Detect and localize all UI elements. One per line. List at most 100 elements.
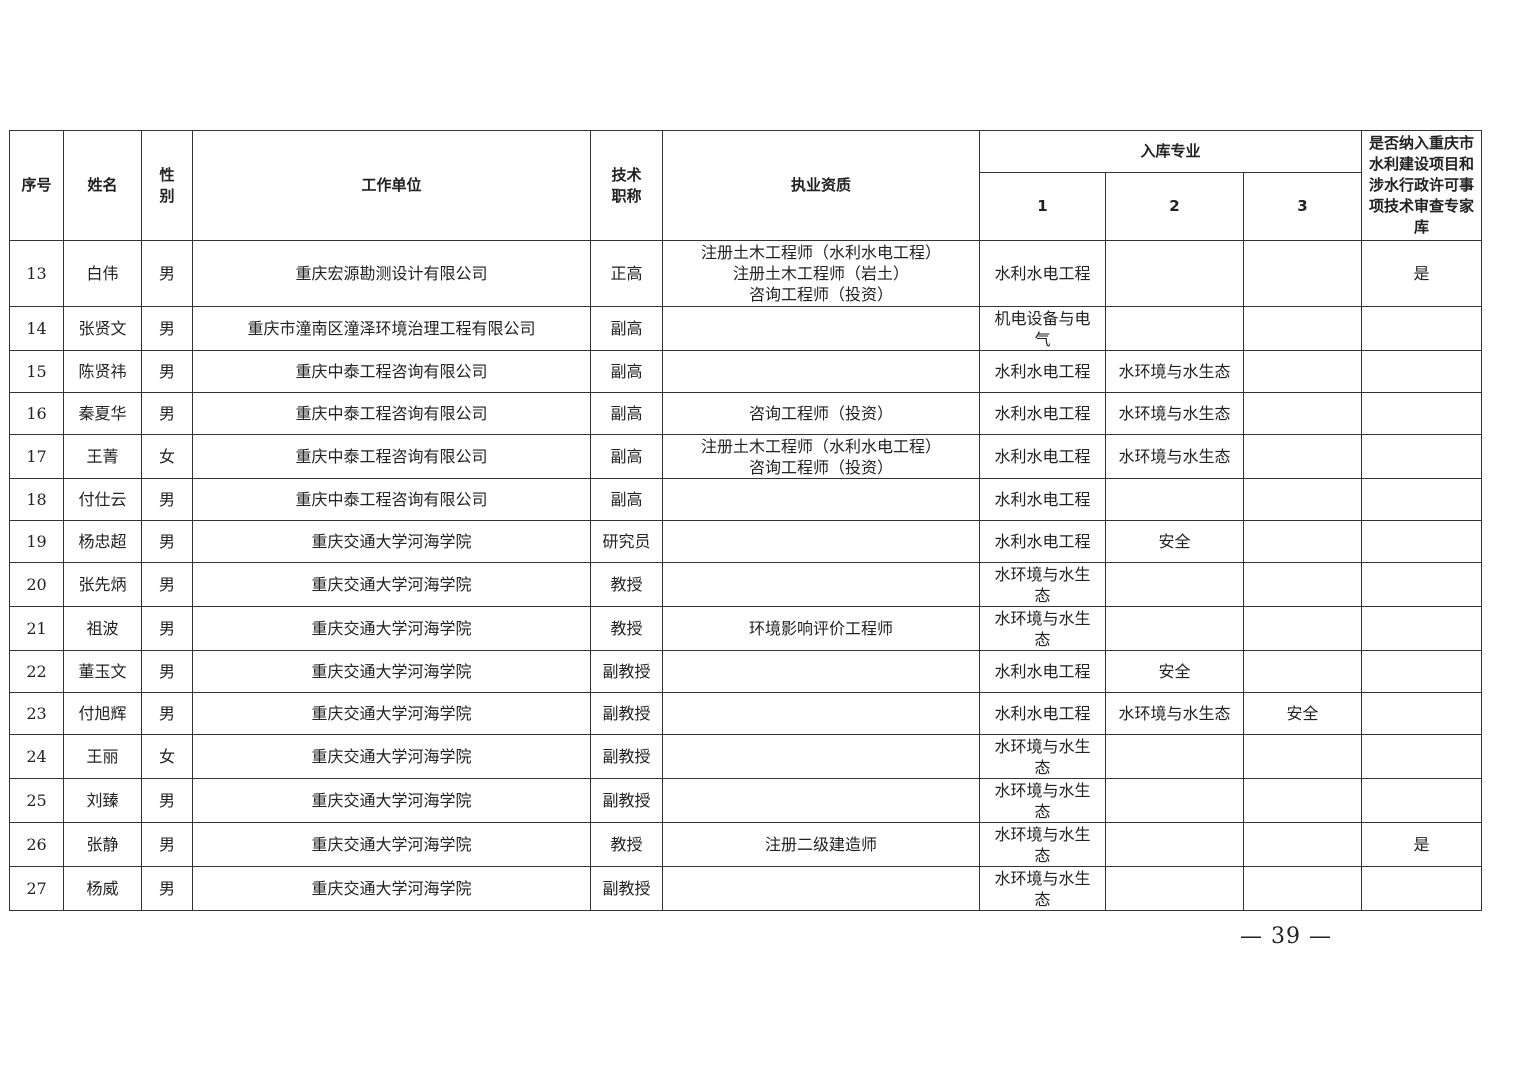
table-row: 20 张先炳男重庆交通大学河海学院 教授 水环境与水生态 xyxy=(9,562,1483,607)
table-row: 13 白伟男重庆宏源勘测设计有限公司 正高 注册土木工程师（水利水电工程） 注册土木工… xyxy=(9,240,1483,307)
cell-title: 副教授 xyxy=(590,734,663,779)
cell-specialty-1: 水利水电工程 xyxy=(979,520,1106,563)
cell-specialty-2: 水环境与水生态 xyxy=(1105,434,1244,479)
cell-qualification: 注册土木工程师（水利水电工程） 咨询工程师（投资） xyxy=(662,434,980,479)
cell-title: 教授 xyxy=(590,822,663,867)
cell-gender: 男 xyxy=(141,520,193,563)
cell-title: 副高 xyxy=(590,392,663,435)
table-row: 18 付仕云男重庆中泰工程咨询有限公司 副高 水利水电工程 xyxy=(9,478,1483,521)
cell-title: 副高 xyxy=(590,350,663,393)
cell-qualification xyxy=(662,562,980,607)
header-specialty-1: 1 xyxy=(979,172,1106,241)
cell-unit: 重庆中泰工程咨询有限公司 xyxy=(192,434,591,479)
cell-gender: 男 xyxy=(141,650,193,693)
cell-included xyxy=(1361,434,1483,479)
cell-qualification: 注册土木工程师（水利水电工程） 注册土木工程师（岩土） 咨询工程师（投资） xyxy=(662,240,980,307)
cell-no: 25 xyxy=(9,778,64,823)
cell-title: 研究员 xyxy=(590,520,663,563)
cell-specialty-1: 水利水电工程 xyxy=(979,650,1106,693)
cell-qualification: 环境影响评价工程师 xyxy=(662,606,980,651)
header-specialty: 入库专业 xyxy=(978,130,1363,173)
cell-name: 秦夏华 xyxy=(63,392,142,435)
cell-specialty-3 xyxy=(1242,240,1363,307)
cell-title: 教授 xyxy=(590,562,663,607)
header-specialty-2: 2 xyxy=(1105,172,1244,241)
cell-included xyxy=(1361,866,1483,911)
cell-title: 副教授 xyxy=(590,866,663,911)
cell-qualification xyxy=(662,692,980,735)
cell-specialty-3 xyxy=(1242,866,1363,911)
cell-qualification xyxy=(662,778,980,823)
cell-gender: 男 xyxy=(141,240,193,307)
cell-no: 16 xyxy=(9,392,64,435)
cell-specialty-1: 水环境与水生态 xyxy=(979,734,1106,779)
cell-specialty-1: 水环境与水生态 xyxy=(979,822,1106,867)
cell-specialty-2 xyxy=(1105,822,1244,867)
cell-name: 王菁 xyxy=(63,434,142,479)
expert-table: 序号 姓名 性 别 工作单位 技术 职称 执业资质 入库专业 是否纳入重庆市水利… xyxy=(9,130,1483,911)
header-unit: 工作单位 xyxy=(192,130,591,241)
cell-no: 13 xyxy=(9,240,64,307)
cell-specialty-1: 机电设备与电气 xyxy=(979,306,1106,351)
cell-specialty-3 xyxy=(1242,606,1363,651)
cell-included xyxy=(1361,306,1483,351)
cell-title: 正高 xyxy=(590,240,663,307)
cell-title: 副教授 xyxy=(590,778,663,823)
cell-name: 付旭辉 xyxy=(63,692,142,735)
table-row: 23 付旭辉男重庆交通大学河海学院 副教授 水利水电工程 水环境与水生态 安全 xyxy=(9,692,1483,735)
cell-unit: 重庆中泰工程咨询有限公司 xyxy=(192,350,591,393)
cell-included xyxy=(1361,650,1483,693)
cell-specialty-2 xyxy=(1105,778,1244,823)
cell-included xyxy=(1361,692,1483,735)
header-specialty-3: 3 xyxy=(1242,172,1363,241)
cell-specialty-3 xyxy=(1242,822,1363,867)
cell-name: 杨威 xyxy=(63,866,142,911)
cell-specialty-2 xyxy=(1105,562,1244,607)
table-row: 25 刘臻男重庆交通大学河海学院 副教授 水环境与水生态 xyxy=(9,778,1483,823)
cell-included xyxy=(1361,606,1483,651)
cell-specialty-2: 水环境与水生态 xyxy=(1105,692,1244,735)
cell-no: 15 xyxy=(9,350,64,393)
cell-specialty-3 xyxy=(1242,562,1363,607)
cell-specialty-3 xyxy=(1242,650,1363,693)
cell-gender: 男 xyxy=(141,866,193,911)
cell-specialty-2 xyxy=(1105,240,1244,307)
cell-name: 祖波 xyxy=(63,606,142,651)
cell-unit: 重庆交通大学河海学院 xyxy=(192,692,591,735)
table-row: 14 张贤文男重庆市潼南区潼泽环境治理工程有限公司 副高 机电设备与电气 xyxy=(9,306,1483,351)
cell-qualification xyxy=(662,350,980,393)
header-no: 序号 xyxy=(9,130,64,241)
cell-gender: 女 xyxy=(141,734,193,779)
cell-title: 副高 xyxy=(590,306,663,351)
cell-name: 杨忠超 xyxy=(63,520,142,563)
cell-no: 22 xyxy=(9,650,64,693)
cell-included xyxy=(1361,520,1483,563)
cell-specialty-1: 水环境与水生态 xyxy=(979,606,1106,651)
cell-no: 27 xyxy=(9,866,64,911)
cell-specialty-2: 水环境与水生态 xyxy=(1105,350,1244,393)
cell-specialty-1: 水利水电工程 xyxy=(979,350,1106,393)
header-gender: 性 别 xyxy=(141,130,193,241)
cell-qualification xyxy=(662,734,980,779)
cell-specialty-3 xyxy=(1242,520,1363,563)
cell-gender: 男 xyxy=(141,822,193,867)
cell-qualification xyxy=(662,866,980,911)
cell-no: 14 xyxy=(9,306,64,351)
cell-unit: 重庆交通大学河海学院 xyxy=(192,650,591,693)
cell-name: 白伟 xyxy=(63,240,142,307)
header-included: 是否纳入重庆市水利建设项目和涉水行政许可事项技术审查专家库 xyxy=(1361,130,1483,241)
cell-qualification: 注册二级建造师 xyxy=(662,822,980,867)
cell-no: 20 xyxy=(9,562,64,607)
cell-specialty-2: 水环境与水生态 xyxy=(1105,392,1244,435)
cell-specialty-3 xyxy=(1242,306,1363,351)
cell-specialty-2: 安全 xyxy=(1105,650,1244,693)
cell-included xyxy=(1361,734,1483,779)
cell-specialty-1: 水环境与水生态 xyxy=(979,562,1106,607)
cell-unit: 重庆市潼南区潼泽环境治理工程有限公司 xyxy=(192,306,591,351)
cell-gender: 男 xyxy=(141,606,193,651)
cell-specialty-1: 水环境与水生态 xyxy=(979,778,1106,823)
cell-specialty-1: 水利水电工程 xyxy=(979,392,1106,435)
cell-specialty-1: 水环境与水生态 xyxy=(979,866,1106,911)
header-qualification: 执业资质 xyxy=(662,130,980,241)
cell-specialty-1: 水利水电工程 xyxy=(979,692,1106,735)
